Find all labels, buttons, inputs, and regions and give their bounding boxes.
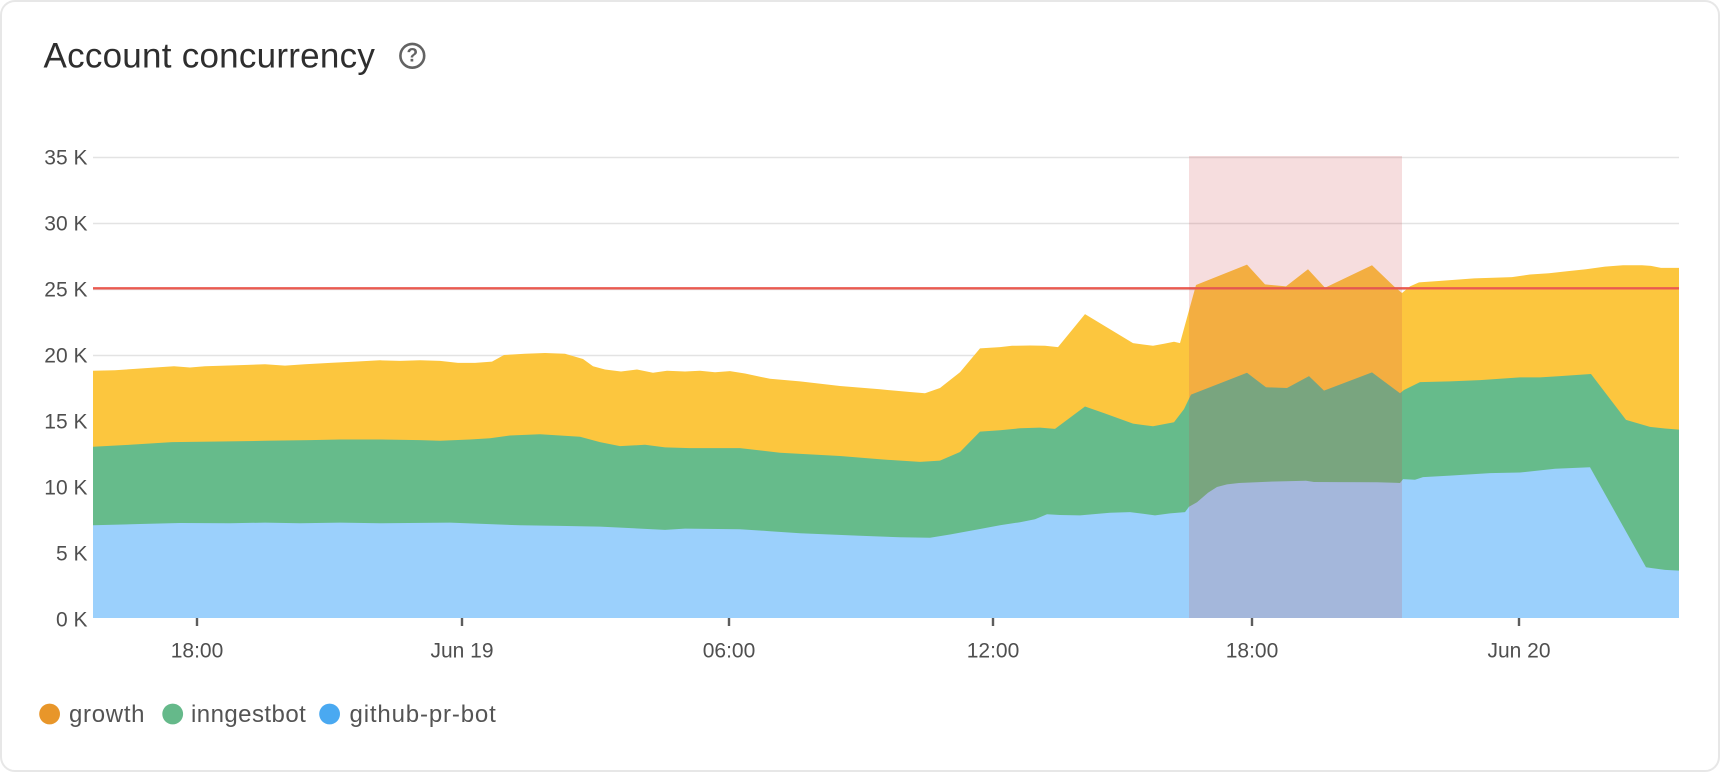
svg-text:12:00: 12:00 bbox=[967, 639, 1020, 662]
svg-text:25 K: 25 K bbox=[44, 279, 87, 302]
svg-text:Jun 20: Jun 20 bbox=[1487, 639, 1550, 662]
svg-text:Account concurrency: Account concurrency bbox=[44, 37, 376, 76]
svg-text:18:00: 18:00 bbox=[171, 639, 224, 662]
svg-text:35 K: 35 K bbox=[44, 147, 87, 170]
svg-text:5 K: 5 K bbox=[56, 543, 88, 566]
svg-text:10 K: 10 K bbox=[44, 477, 87, 500]
svg-text:15 K: 15 K bbox=[44, 411, 87, 434]
svg-text:?: ? bbox=[406, 46, 418, 67]
svg-text:growth: growth bbox=[69, 701, 145, 728]
svg-text:20 K: 20 K bbox=[44, 345, 87, 368]
svg-text:inngestbot: inngestbot bbox=[191, 701, 306, 728]
svg-text:18:00: 18:00 bbox=[1226, 639, 1279, 662]
svg-text:Jun 19: Jun 19 bbox=[430, 639, 493, 662]
svg-text:30 K: 30 K bbox=[44, 213, 87, 236]
svg-text:github-pr-bot: github-pr-bot bbox=[350, 701, 497, 728]
svg-text:0 K: 0 K bbox=[56, 608, 88, 631]
svg-text:06:00: 06:00 bbox=[703, 639, 756, 662]
